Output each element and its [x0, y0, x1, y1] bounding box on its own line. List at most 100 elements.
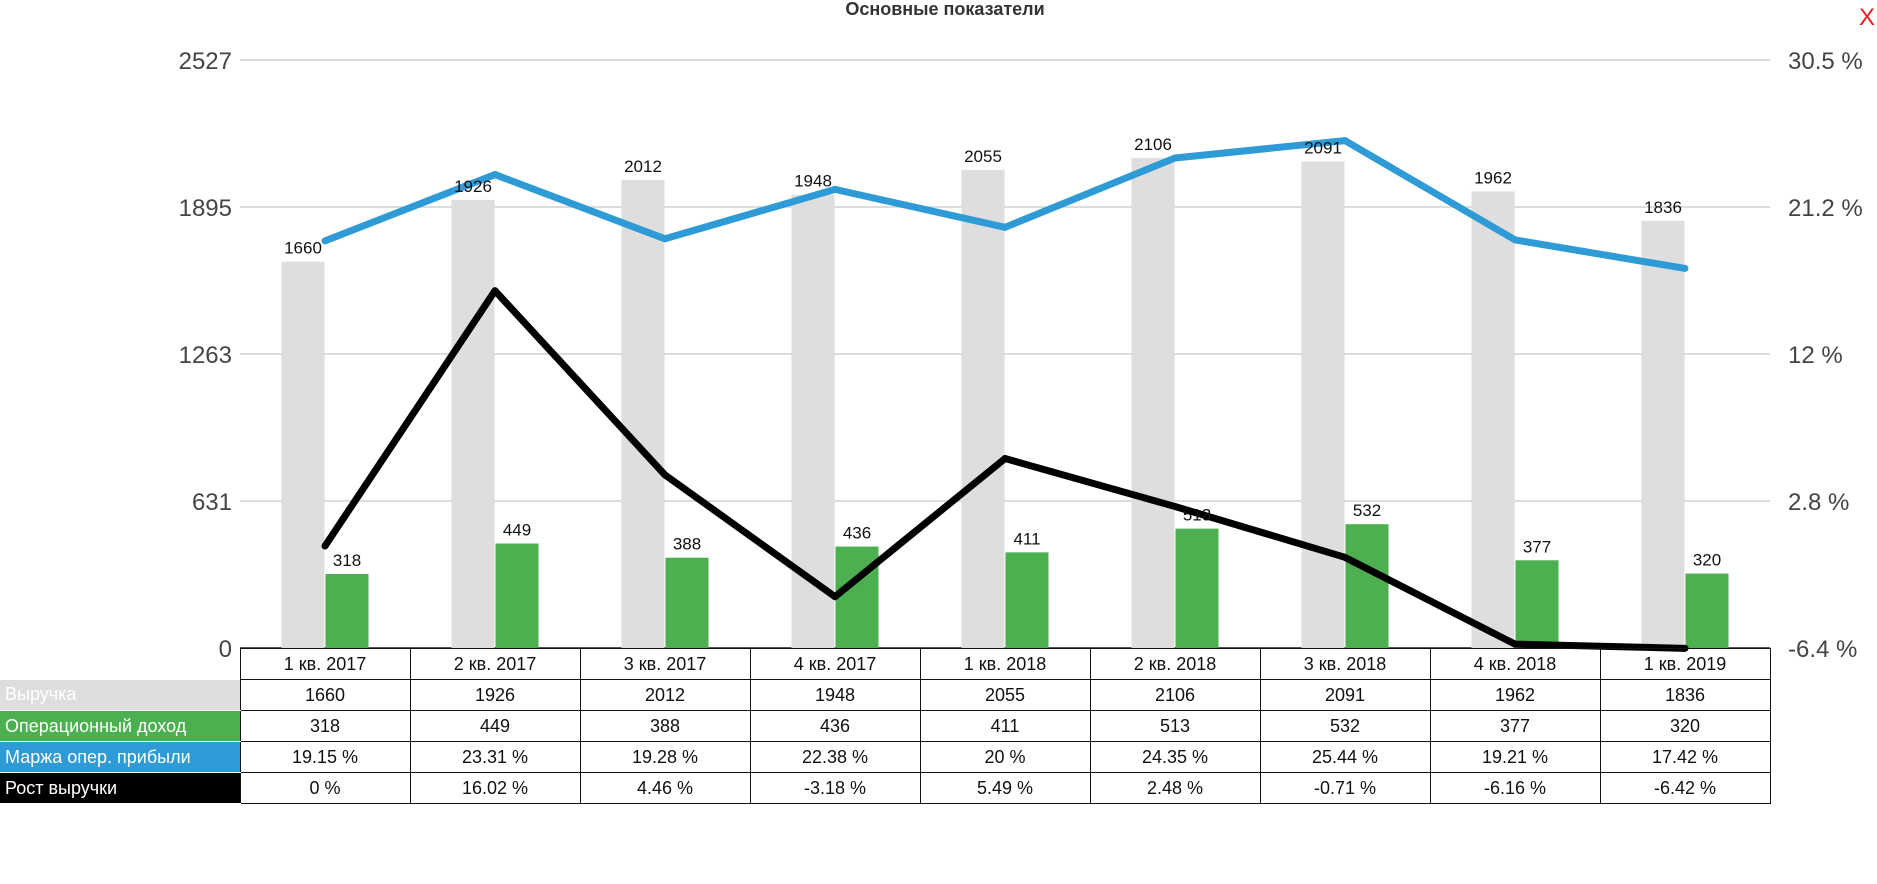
- left-axis: 0 631 1263 1895 2527: [179, 48, 232, 660]
- table-cell: 318: [239, 710, 411, 742]
- operating-income-bar-label: 436: [843, 524, 871, 543]
- revenue-bar: [451, 199, 495, 648]
- table-cell: -6.42 %: [1599, 772, 1771, 804]
- revenue-bar-label: 1948: [794, 172, 832, 191]
- revenue-bars: [281, 157, 1685, 649]
- revenue-bar: [1301, 161, 1345, 648]
- revenue-bar: [1471, 191, 1515, 648]
- left-tick-label: 1263: [179, 342, 232, 369]
- table-cell: -3.18 %: [749, 772, 921, 804]
- operating-margin-line-point: [1171, 154, 1179, 162]
- operating-income-bar-label: 513: [1183, 506, 1211, 525]
- table-cell: 449: [409, 710, 581, 742]
- table-cell: 20 %: [919, 741, 1091, 773]
- revenue-bar-label: 2055: [964, 147, 1002, 166]
- operating-income-bar-label: 449: [503, 521, 531, 540]
- right-tick-label: 30.5 %: [1788, 48, 1863, 75]
- table-cell: 16.02 %: [409, 772, 581, 804]
- operating-income-bars: [325, 524, 1729, 648]
- series-row-label: Операционный доход: [0, 710, 240, 742]
- table-cell: 1948: [749, 679, 921, 711]
- left-tick-label: 631: [192, 489, 232, 516]
- operating-income-bar: [1685, 573, 1729, 648]
- operating-margin-line-point: [1681, 264, 1689, 272]
- revenue-bar-label: 1962: [1474, 168, 1512, 187]
- category-label: 3 кв. 2017: [579, 648, 751, 680]
- table-cell: -6.16 %: [1429, 772, 1601, 804]
- table-cell: 1962: [1429, 679, 1601, 711]
- table-cell: 513: [1089, 710, 1261, 742]
- right-tick-label: 21.2 %: [1788, 195, 1863, 222]
- table-header-row: 1 кв. 2017 2 кв. 2017 3 кв. 2017 4 кв. 2017…: [0, 648, 1771, 680]
- table-cell: 22.38 %: [749, 741, 921, 773]
- revenue-bar: [281, 261, 325, 648]
- category-label: 4 кв. 2018: [1429, 648, 1601, 680]
- close-icon[interactable]: X: [1858, 4, 1875, 31]
- revenue-bar-label: 1926: [454, 177, 492, 196]
- revenue-bar: [1641, 220, 1685, 649]
- table-cell: 2055: [919, 679, 1091, 711]
- operating-income-bar-label: 377: [1523, 537, 1551, 556]
- table-cell: 4.46 %: [579, 772, 751, 804]
- table-cell: 19.28 %: [579, 741, 751, 773]
- revenue-bar-label: 1660: [284, 239, 322, 258]
- revenue-bar: [961, 169, 1005, 649]
- table-cell: 19.15 %: [239, 741, 411, 773]
- series-row-label: Выручка: [0, 679, 240, 711]
- category-label: 2 кв. 2017: [409, 648, 581, 680]
- series-row-label: Рост выручки: [0, 772, 240, 804]
- revenue-bar-label: 1836: [1644, 198, 1682, 217]
- category-label: 3 кв. 2018: [1259, 648, 1431, 680]
- table-row: Операционный доход 318 449 388 436 411 513 532 3…: [0, 710, 1771, 742]
- operating-income-bar: [835, 546, 879, 648]
- table-cell: 532: [1259, 710, 1431, 742]
- operating-income-bar: [1005, 552, 1049, 648]
- revenue-bar: [1131, 157, 1175, 648]
- operating-margin-line-point: [661, 235, 669, 243]
- table-cell: -0.71 %: [1259, 772, 1431, 804]
- table-cell: 24.35 %: [1089, 741, 1261, 773]
- revenue-growth-line-point: [831, 593, 839, 601]
- revenue-growth-line-point: [1171, 502, 1179, 510]
- revenue-bar-label: 2106: [1134, 135, 1172, 154]
- line-series: [321, 137, 1689, 652]
- revenue-growth-line-point: [321, 542, 329, 550]
- revenue-bar-label: 2012: [624, 157, 662, 176]
- table-cell: 17.42 %: [1599, 741, 1771, 773]
- chart-title: Основные показатели: [845, 0, 1045, 19]
- category-label: 1 кв. 2018: [919, 648, 1091, 680]
- data-table: 1 кв. 2017 2 кв. 2017 3 кв. 2017 4 кв. 2017…: [0, 648, 1771, 804]
- category-label: 4 кв. 2017: [749, 648, 921, 680]
- table-cell: 2.48 %: [1089, 772, 1261, 804]
- operating-income-bar: [1345, 524, 1389, 648]
- operating-margin-line-point: [831, 185, 839, 193]
- revenue-growth-line-point: [1001, 455, 1009, 463]
- operating-income-bar: [1515, 560, 1559, 648]
- table-cell: 377: [1429, 710, 1601, 742]
- operating-margin-line-point: [1341, 137, 1349, 145]
- table-row: Выручка 1660 1926 2012 1948 2055 2106 2091 1962 1…: [0, 679, 1771, 711]
- revenue-bar: [621, 179, 665, 648]
- operating-income-bar: [495, 543, 539, 648]
- right-axis: -6.4 % 2.8 % 12 % 21.2 % 30.5 %: [1788, 48, 1863, 660]
- table-cell: 23.31 %: [409, 741, 581, 773]
- right-tick-label: -6.4 %: [1788, 636, 1857, 660]
- table-cell: 2091: [1259, 679, 1431, 711]
- operating-income-bar-label: 532: [1353, 501, 1381, 520]
- operating-income-bar-label: 318: [333, 551, 361, 570]
- table-cell: 411: [919, 710, 1091, 742]
- operating-income-bar: [665, 557, 709, 648]
- left-tick-label: 2527: [179, 48, 232, 75]
- revenue-growth-line-point: [1511, 640, 1519, 648]
- table-cell: 19.21 %: [1429, 741, 1601, 773]
- category-label: 2 кв. 2018: [1089, 648, 1261, 680]
- operating-margin-line-point: [1001, 223, 1009, 231]
- operating-income-bar-label: 411: [1013, 529, 1040, 548]
- operating-income-bar: [325, 574, 369, 648]
- operating-margin-line-point: [491, 171, 499, 179]
- table-row: Маржа опер. прибыли 19.15 % 23.31 % 19.28 %…: [0, 741, 1771, 773]
- table-cell: 1836: [1599, 679, 1771, 711]
- table-cell: 1926: [409, 679, 581, 711]
- operating-income-bar-label: 388: [673, 535, 701, 554]
- table-cell: 1660: [239, 679, 411, 711]
